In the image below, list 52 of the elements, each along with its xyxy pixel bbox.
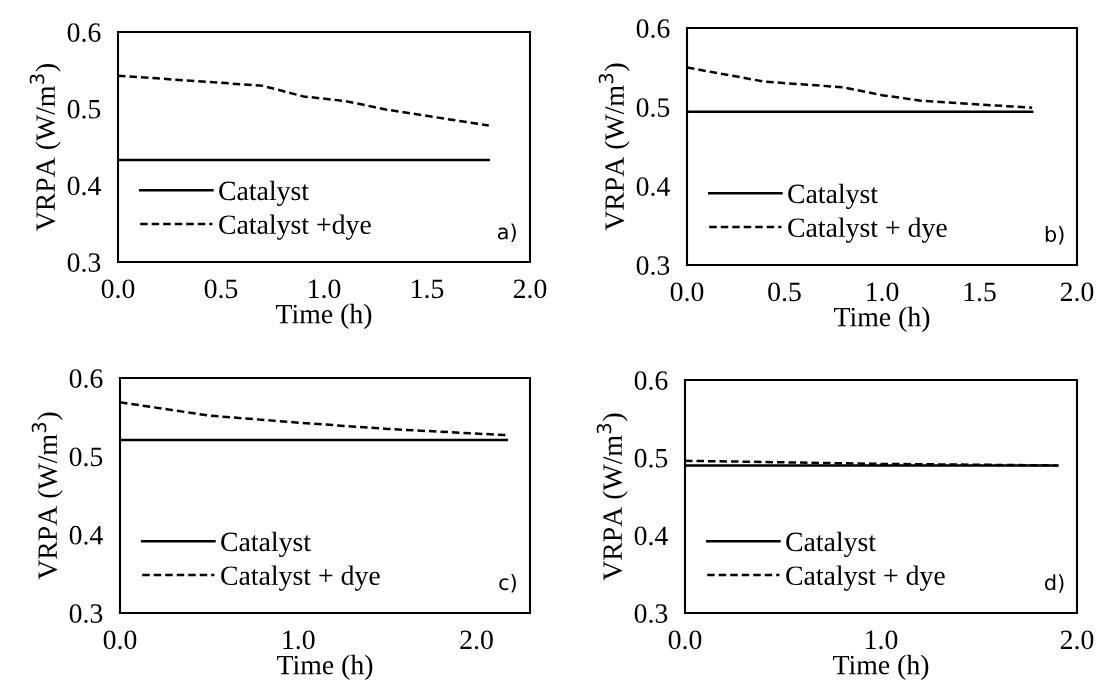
x-tick-label: 0.0 [103, 630, 137, 650]
legend-label: Catalyst + dye [788, 217, 947, 243]
legend-label: Catalyst +dye [219, 214, 371, 240]
x-tick-label: 0.5 [204, 279, 238, 299]
y-tick-label: 0.3 [69, 604, 103, 624]
y-tick-label: 0.4 [634, 526, 668, 546]
x-axis-title: Time (h) [834, 306, 930, 333]
x-tick-label: 2.0 [460, 630, 493, 650]
y-tick-label: 0.6 [67, 23, 101, 43]
legend-label: Catalyst [788, 183, 878, 210]
x-tick-label: 0.0 [668, 630, 702, 650]
legend-label: Catalyst [219, 180, 309, 207]
x-axis-title: Time (h) [833, 654, 929, 681]
y-tick-label: 0.6 [69, 369, 103, 389]
y-tick-label: 0.4 [69, 525, 103, 545]
y-tick-label: 0.6 [636, 19, 670, 39]
x-tick-label: 0.5 [768, 282, 801, 302]
x-tick-label: 1.0 [309, 279, 341, 299]
legend-label: Catalyst [786, 531, 876, 558]
y-tick-label: 0.4 [636, 177, 670, 197]
annotation: d) [1045, 574, 1064, 593]
y-tick-label: 0.3 [636, 256, 670, 276]
legend-label: Catalyst + dye [221, 565, 380, 591]
x-tick-label: 1.5 [412, 279, 444, 299]
y-tick-label: 0.5 [634, 448, 668, 468]
x-axis-title: Time (h) [276, 303, 372, 330]
x-tick-label: 2.0 [513, 279, 547, 299]
x-tick-label: 2.0 [1060, 630, 1094, 650]
y-tick-label: 0.6 [634, 371, 668, 391]
y-tick-label: 0.4 [67, 176, 101, 196]
annotation: a) [497, 223, 516, 243]
x-tick-label: 1.5 [964, 282, 996, 302]
annotation: b) [1045, 225, 1064, 245]
x-tick-label: 1.0 [283, 630, 315, 650]
x-tick-label: 0.0 [101, 279, 135, 299]
y-tick-label: 0.5 [67, 99, 101, 119]
legend-label: Catalyst [221, 531, 311, 558]
x-tick-label: 2.0 [1060, 282, 1094, 302]
annotation: c) [499, 574, 516, 593]
y-axis-title: VRPA (W/m$^{3}$) [596, 413, 628, 581]
x-tick-label: 0.0 [670, 282, 704, 302]
legend-label: Catalyst + dye [786, 565, 945, 591]
y-tick-label: 0.3 [634, 604, 668, 624]
y-tick-label: 0.5 [636, 98, 670, 118]
y-axis-title: VRPA (W/m$^{3}$) [31, 412, 63, 580]
y-tick-label: 0.3 [67, 253, 101, 273]
y-axis-title: VRPA (W/m$^{3}$) [598, 63, 630, 231]
x-tick-label: 1.0 [866, 630, 898, 650]
y-tick-label: 0.5 [69, 447, 103, 467]
y-axis-title: VRPA (W/m$^{3}$) [29, 64, 61, 231]
x-tick-label: 1.0 [867, 282, 899, 302]
x-axis-title: Time (h) [277, 654, 373, 681]
